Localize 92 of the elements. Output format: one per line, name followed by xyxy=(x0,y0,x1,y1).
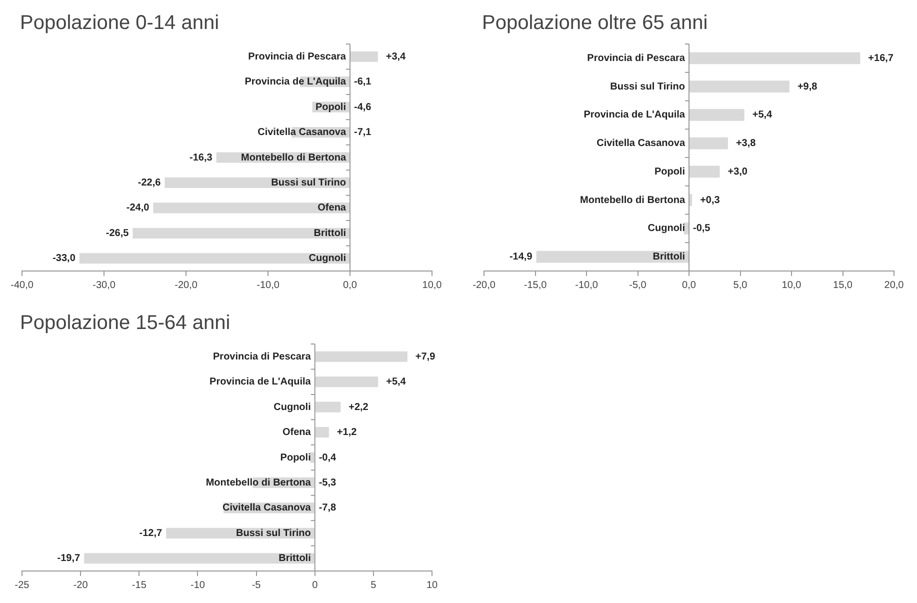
data-label: -12,7 xyxy=(139,528,163,539)
y-tick-label: Civitella Casanova xyxy=(222,502,312,514)
bar xyxy=(690,166,720,178)
x-tick-label: -10,0 xyxy=(575,280,598,291)
bar xyxy=(310,452,314,463)
bar xyxy=(84,553,314,564)
y-tick-label: Provincia di Pescara xyxy=(213,351,312,362)
y-tick-label: Cugnoli xyxy=(274,402,312,413)
data-label: -19,7 xyxy=(57,553,81,564)
x-tick-label: 20,0 xyxy=(884,280,904,291)
y-tick-label: Provincia di Pescara xyxy=(248,51,346,62)
y-tick-label: Provincia de L'Aquila xyxy=(244,76,346,88)
x-tick-label: -10,0 xyxy=(256,280,280,291)
chart-title: Popolazione oltre 65 anni xyxy=(481,11,709,36)
bar xyxy=(690,52,860,64)
data-label: -22,6 xyxy=(138,177,162,188)
bar xyxy=(315,351,408,362)
x-tick-label: 10,0 xyxy=(422,280,442,291)
bar xyxy=(315,402,341,412)
y-tick-label: Montebello di Bertona xyxy=(206,477,312,488)
y-tick-label: Cugnoli xyxy=(308,253,346,264)
data-label: -5,3 xyxy=(318,477,337,488)
y-tick-label: Brittoli xyxy=(652,252,686,263)
data-label: +16,7 xyxy=(868,52,894,64)
x-tick-label: -15 xyxy=(132,580,147,591)
data-label: -6,1 xyxy=(354,76,372,88)
bar xyxy=(690,137,728,150)
data-label: -16,3 xyxy=(190,152,213,164)
data-label: +5,4 xyxy=(386,376,406,388)
x-tick-label: 10,0 xyxy=(782,280,802,291)
data-label: -7,1 xyxy=(354,127,372,138)
data-label: -26,5 xyxy=(106,228,130,239)
y-tick-label: Cugnoli xyxy=(648,223,686,234)
data-label: -4,6 xyxy=(354,102,372,113)
x-tick-label: -25 xyxy=(14,580,30,591)
data-label: +3,4 xyxy=(386,51,406,62)
bar xyxy=(690,80,790,93)
x-tick-label: 5,0 xyxy=(733,280,748,291)
data-label: -33,0 xyxy=(52,253,76,264)
x-tick-label: 5 xyxy=(370,580,377,591)
y-tick-label: Montebello di Bertona xyxy=(241,152,346,164)
y-tick-label: Brittoli xyxy=(278,553,312,564)
x-tick-label: -30,0 xyxy=(92,280,116,291)
y-tick-label: Ofena xyxy=(318,202,346,214)
y-tick-label: Ofena xyxy=(282,427,312,438)
data-label: +3,0 xyxy=(728,166,748,178)
y-tick-label: Popoli xyxy=(315,102,346,113)
x-tick-label: -10 xyxy=(190,580,206,591)
y-tick-label: Montebello di Bertona xyxy=(580,194,686,206)
y-tick-label: Bussi sul Tirino xyxy=(271,177,346,188)
x-tick-label: -20,0 xyxy=(472,280,496,291)
x-tick-label: -20 xyxy=(73,580,88,591)
y-tick-label: Civitella Casanova xyxy=(258,127,346,138)
x-tick-label: 0 xyxy=(312,580,318,591)
x-tick-label: -40,0 xyxy=(10,280,34,291)
x-tick-label: -5 xyxy=(252,580,262,591)
data-label: +1,2 xyxy=(336,427,358,438)
bar xyxy=(690,108,744,121)
x-tick-label: 10 xyxy=(426,580,438,591)
data-label: -14,9 xyxy=(509,252,533,263)
data-label: +2,2 xyxy=(348,402,369,413)
y-tick-label: Provincia de L'Aquila xyxy=(584,110,686,121)
x-tick-label: 0,0 xyxy=(343,280,358,291)
y-tick-label: Popoli xyxy=(280,452,312,464)
data-label: -0,5 xyxy=(693,223,711,234)
x-tick-label: 15,0 xyxy=(833,280,853,291)
y-tick-label: Provincia di Pescara xyxy=(587,52,686,64)
data-label: -7,8 xyxy=(318,502,337,514)
y-tick-label: Civitella Casanova xyxy=(596,138,686,150)
data-label: +3,8 xyxy=(736,138,756,150)
data-label: +7,9 xyxy=(415,351,436,362)
y-tick-label: Provincia de L'Aquila xyxy=(210,376,312,388)
bar xyxy=(684,222,688,234)
data-label: -24,0 xyxy=(126,202,150,214)
x-tick-label: -15,0 xyxy=(524,280,548,291)
y-tick-label: Popoli xyxy=(654,166,686,178)
x-tick-label: 0,0 xyxy=(682,280,696,291)
chart-title: Popolazione 15-64 anni xyxy=(19,311,232,336)
y-tick-label: Brittoli xyxy=(314,228,346,239)
bar xyxy=(536,250,688,263)
bar xyxy=(315,376,378,388)
y-tick-label: Bussi sul Tirino xyxy=(236,528,311,539)
x-tick-label: -5,0 xyxy=(629,280,647,291)
data-label: -0,4 xyxy=(318,452,337,464)
data-label: +5,4 xyxy=(752,110,773,121)
bar xyxy=(315,426,329,438)
data-label: +0,3 xyxy=(700,194,720,206)
chart-title: Popolazione 0-14 anni xyxy=(19,11,220,36)
x-tick-label: -20,0 xyxy=(174,280,198,291)
y-tick-label: Bussi sul Tirino xyxy=(610,81,685,92)
data-label: +9,8 xyxy=(797,81,818,92)
bar xyxy=(690,194,692,206)
